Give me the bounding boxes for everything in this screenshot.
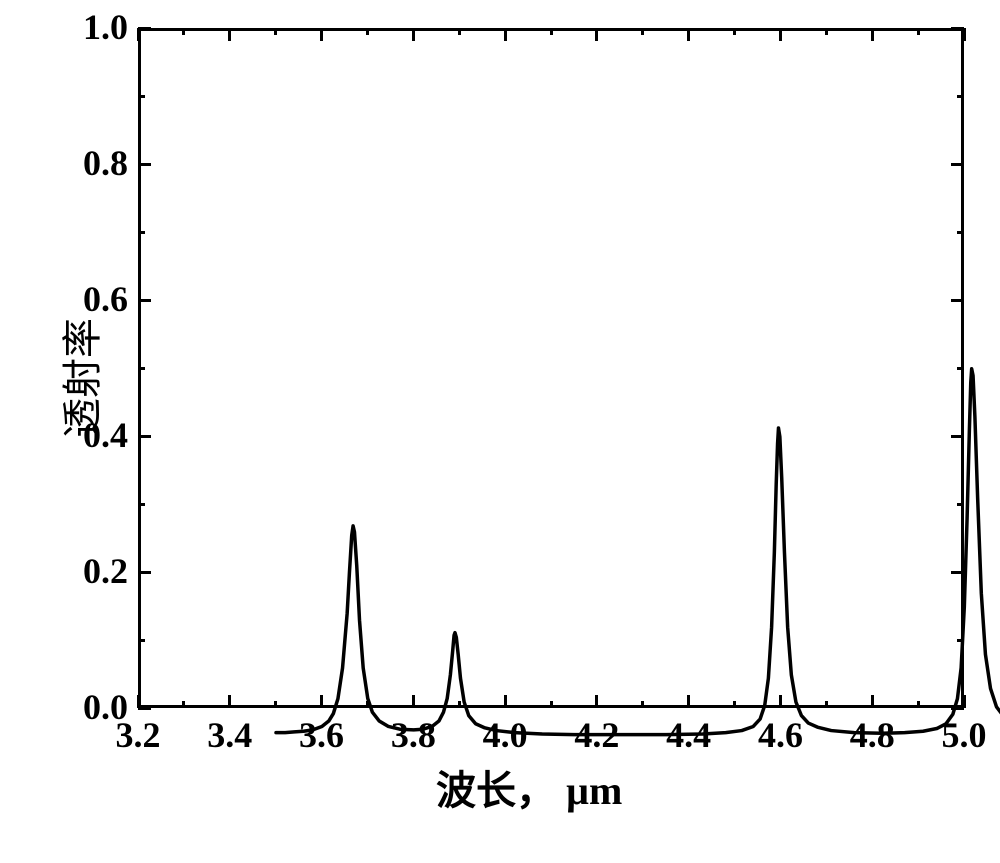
y-tick-label: 0.2 xyxy=(68,550,128,592)
plot-area xyxy=(138,28,964,708)
x-tick-label: 3.4 xyxy=(190,714,270,756)
x-tick-label: 4.2 xyxy=(557,714,637,756)
x-tick-label: 4.6 xyxy=(740,714,820,756)
y-tick-label: 0.8 xyxy=(68,142,128,184)
x-tick-label: 5.0 xyxy=(924,714,1000,756)
y-tick-label: 1.0 xyxy=(68,6,128,48)
x-tick-label: 4.0 xyxy=(465,714,545,756)
y-axis-label: 透射率 xyxy=(50,318,108,438)
y-tick-label: 0.0 xyxy=(68,686,128,728)
x-tick-label: 3.6 xyxy=(282,714,362,756)
transmittance-chart: 3.23.43.63.84.04.24.44.64.85.00.00.20.40… xyxy=(0,0,1000,835)
x-tick-label: 3.8 xyxy=(373,714,453,756)
x-tick-label: 4.8 xyxy=(832,714,912,756)
y-tick-label: 0.6 xyxy=(68,278,128,320)
x-axis-label: 波长， µm xyxy=(436,758,622,816)
x-tick-label: 4.4 xyxy=(649,714,729,756)
